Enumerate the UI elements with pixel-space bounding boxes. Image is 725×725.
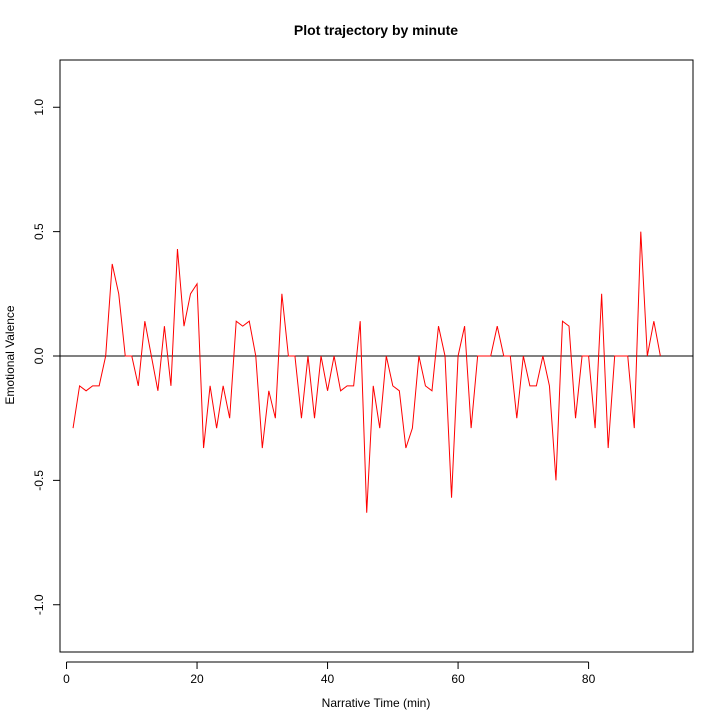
- x-tick-label: 20: [190, 672, 204, 686]
- x-tick-label: 80: [582, 672, 596, 686]
- series-layer: [72, 231, 661, 513]
- y-tick-label: -1.0: [32, 594, 46, 615]
- x-tick-label: 0: [63, 672, 70, 686]
- x-tick-label: 60: [451, 672, 465, 686]
- y-tick-label: 0.5: [32, 223, 46, 240]
- y-tick-label: 0.0: [32, 347, 46, 364]
- x-axis: 0 20 40 60 80: [63, 661, 596, 686]
- valence-series-line: [72, 231, 661, 513]
- plot-frame: [59, 59, 694, 653]
- x-tick-label: 40: [321, 672, 335, 686]
- y-tick-label: -0.5: [32, 470, 46, 491]
- y-tick-label: 1.0: [32, 99, 46, 116]
- x-axis-label: Narrative Time (min): [322, 696, 431, 710]
- y-axis-label: Emotional Valence: [3, 305, 17, 404]
- chart-title: Plot trajectory by minute: [294, 22, 458, 38]
